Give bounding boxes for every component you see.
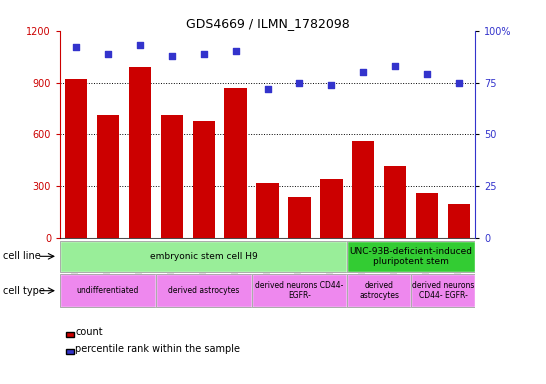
Text: cell line: cell line — [3, 251, 40, 262]
Text: UNC-93B-deficient-induced
pluripotent stem: UNC-93B-deficient-induced pluripotent st… — [349, 247, 473, 266]
Text: cell type: cell type — [3, 286, 45, 296]
Point — [423, 71, 431, 77]
Text: undifferentiated: undifferentiated — [77, 286, 139, 295]
Bar — [347, 274, 411, 307]
Bar — [448, 204, 470, 238]
Bar — [320, 179, 342, 238]
Text: derived astrocytes: derived astrocytes — [168, 286, 239, 295]
Bar — [347, 274, 411, 307]
Point — [327, 81, 336, 88]
Bar — [60, 241, 347, 272]
Point — [72, 44, 80, 50]
Bar — [97, 115, 119, 238]
Point — [295, 79, 304, 86]
Bar — [65, 79, 87, 238]
Bar — [288, 197, 311, 238]
Point — [359, 69, 367, 75]
Bar — [384, 166, 406, 238]
Point — [455, 79, 464, 86]
Point — [263, 86, 272, 92]
Title: GDS4669 / ILMN_1782098: GDS4669 / ILMN_1782098 — [186, 17, 349, 30]
Bar — [129, 67, 151, 238]
Bar — [60, 238, 475, 263]
Text: embryonic stem cell H9: embryonic stem cell H9 — [150, 252, 258, 261]
Bar — [161, 115, 183, 238]
Point — [391, 63, 400, 69]
Text: derived
astrocytes: derived astrocytes — [359, 281, 399, 300]
Bar — [352, 141, 375, 238]
Bar — [156, 274, 252, 307]
Point — [104, 50, 112, 56]
Bar — [60, 241, 347, 272]
Bar — [156, 274, 252, 307]
Bar — [60, 274, 156, 307]
Bar — [224, 88, 247, 238]
Bar — [252, 274, 347, 307]
Bar — [347, 241, 475, 272]
Bar — [347, 241, 475, 272]
Text: count: count — [75, 327, 103, 337]
Text: derived neurons CD44-
EGFR-: derived neurons CD44- EGFR- — [256, 281, 343, 300]
Bar — [416, 193, 438, 238]
Point — [232, 48, 240, 55]
Bar — [60, 274, 156, 307]
Bar — [411, 274, 475, 307]
Bar — [411, 274, 475, 307]
Bar — [252, 274, 347, 307]
Bar — [193, 121, 215, 238]
Text: derived neurons
CD44- EGFR-: derived neurons CD44- EGFR- — [412, 281, 474, 300]
Text: percentile rank within the sample: percentile rank within the sample — [75, 344, 240, 354]
Point — [135, 42, 144, 48]
Point — [199, 50, 208, 56]
Point — [168, 53, 176, 59]
Bar — [257, 183, 278, 238]
